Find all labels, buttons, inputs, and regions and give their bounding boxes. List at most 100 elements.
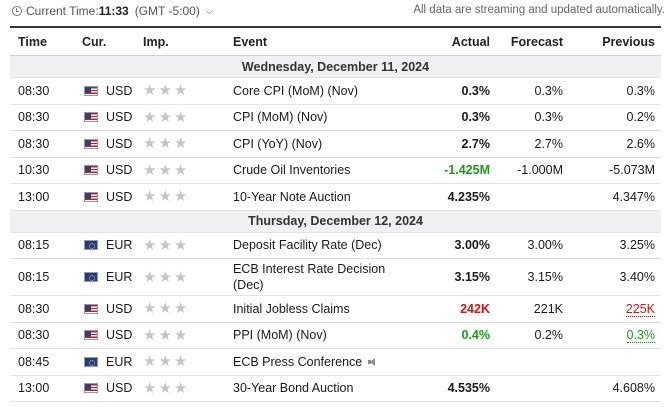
event-previous-cell: 0.2% <box>569 104 661 131</box>
table-row[interactable]: 08:30 USD ★ ★ ★ Initial Jobless Claims 242K 221… <box>10 295 661 323</box>
event-cell[interactable]: PPI (MoM) (Nov) <box>233 322 416 349</box>
table-row[interactable]: 08:15 EUR ★ ★ ★ ECB Interest Rate Decision (D… <box>10 258 661 296</box>
event-name[interactable]: 10-Year Note Auction <box>233 189 351 204</box>
event-cell[interactable]: Core CPI (MoM) (Nov) <box>233 77 416 105</box>
star-icon: ★ <box>158 300 172 318</box>
event-name[interactable]: Initial Jobless Claims <box>233 301 350 316</box>
event-currency: USD <box>106 328 133 343</box>
table-row[interactable]: 08:30 USD ★ ★ ★ Core CPI (MoM) (Nov) 0.3% 0.3% 0… <box>10 77 661 105</box>
event-name[interactable]: Deposit Facility Rate (Dec) <box>233 238 382 253</box>
event-currency: USD <box>106 83 133 98</box>
star-icon: ★ <box>158 135 172 153</box>
event-name[interactable]: CPI (YoY) (Nov) <box>233 136 323 151</box>
event-cell[interactable]: 30-Year Bond Auction <box>233 375 416 402</box>
table-row[interactable]: 13:00 USD ★ ★ ★ 10-Year Note Auction 4.235% 4.3… <box>10 183 661 211</box>
column-header-currency[interactable]: Cur. <box>78 26 143 56</box>
column-header-previous[interactable]: Previous <box>569 26 661 56</box>
star-icon: ★ <box>143 268 157 286</box>
event-actual: 2.7% <box>461 136 491 151</box>
event-importance: ★ ★ ★ <box>143 375 233 402</box>
chevron-down-icon[interactable]: ⌵ <box>205 5 213 16</box>
event-cell[interactable]: CPI (YoY) (Nov) <box>233 130 416 158</box>
star-icon: ★ <box>173 108 188 126</box>
star-icon: ★ <box>143 379 157 397</box>
event-forecast: 2.7% <box>496 130 569 158</box>
event-previous: 0.3% <box>626 83 656 98</box>
event-cell[interactable]: Deposit Facility Rate (Dec) <box>233 232 416 259</box>
eu-flag-icon <box>84 356 98 367</box>
event-actual: -1.425M <box>444 163 490 178</box>
event-importance: ★ ★ ★ <box>143 348 233 376</box>
event-actual: 0.3% <box>461 83 491 98</box>
column-header-importance[interactable]: Imp. <box>143 26 233 56</box>
day-header-row: Thursday, December 12, 2024 <box>10 210 661 233</box>
column-header-actual[interactable]: Actual <box>416 26 496 56</box>
event-time: 08:30 <box>10 77 78 105</box>
star-icon: ★ <box>143 236 157 254</box>
calendar-body: Wednesday, December 11, 2024 08:30 USD ★ ★ ★ C… <box>10 55 661 402</box>
event-forecast <box>496 375 569 402</box>
economic-calendar-table: Time Cur. Imp. Event Actual Forecast Pre… <box>10 26 661 402</box>
event-previous-cell: 0.3% <box>569 322 661 349</box>
table-row[interactable]: 08:30 USD ★ ★ ★ CPI (YoY) (Nov) 2.7% 2.7% 2.6% <box>10 130 661 158</box>
event-previous-cell: 3.25% <box>569 232 661 259</box>
table-row[interactable]: 13:00 USD ★ ★ ★ 30-Year Bond Auction 4.535% 4.6… <box>10 375 661 402</box>
current-time-label: Current Time: <box>26 4 99 18</box>
event-name[interactable]: Crude Oil Inventories <box>233 163 351 178</box>
us-flag-icon <box>84 165 98 176</box>
event-cell[interactable]: ECB Interest Rate Decision (Dec) <box>233 258 416 296</box>
event-importance: ★ ★ ★ <box>143 232 233 259</box>
star-icon: ★ <box>143 300 157 318</box>
event-cell[interactable]: ECB Press Conference <box>233 348 416 376</box>
table-row[interactable]: 08:30 USD ★ ★ ★ PPI (MoM) (Nov) 0.4% 0.2% 0.3% <box>10 322 661 349</box>
table-header: Time Cur. Imp. Event Actual Forecast Pre… <box>10 26 661 56</box>
event-previous-cell <box>569 348 661 376</box>
event-previous-cell: 4.608% <box>569 375 661 402</box>
day-header-row: Wednesday, December 11, 2024 <box>10 55 661 78</box>
timezone-value: (GMT -5:00) <box>134 4 200 18</box>
event-time: 08:30 <box>10 322 78 349</box>
event-name[interactable]: 30-Year Bond Auction <box>233 381 354 396</box>
event-forecast: 221K <box>496 295 569 323</box>
event-currency: USD <box>106 110 133 125</box>
event-name[interactable]: ECB Interest Rate Decision (Dec) <box>233 262 386 292</box>
event-previous: 2.6% <box>626 136 656 151</box>
event-importance: ★ ★ ★ <box>143 183 233 211</box>
event-currency-cell: USD <box>78 183 143 211</box>
column-header-forecast[interactable]: Forecast <box>496 26 569 56</box>
star-icon: ★ <box>143 353 157 371</box>
event-actual-cell: 3.00% <box>416 232 496 259</box>
event-time: 08:30 <box>10 104 78 131</box>
event-cell[interactable]: Crude Oil Inventories <box>233 157 416 184</box>
current-time-selector[interactable]: Current Time: 11:33 (GMT -5:00) ⌵ <box>12 4 213 18</box>
column-header-time[interactable]: Time <box>10 26 78 56</box>
event-name[interactable]: ECB Press Conference <box>233 354 363 369</box>
event-previous-cell: 4.347% <box>569 183 661 211</box>
event-actual: 4.235% <box>447 189 490 204</box>
event-name[interactable]: Core CPI (MoM) (Nov) <box>233 83 359 98</box>
table-row[interactable]: 10:30 USD ★ ★ ★ Crude Oil Inventories -1.425M -… <box>10 157 661 184</box>
streaming-note: All data are streaming and updated autom… <box>413 4 665 16</box>
star-icon: ★ <box>158 161 172 179</box>
event-forecast: 3.15% <box>496 258 569 296</box>
event-actual-cell: 0.3% <box>416 104 496 131</box>
us-flag-icon <box>84 85 98 96</box>
event-forecast <box>496 348 569 376</box>
event-cell[interactable]: Initial Jobless Claims <box>233 295 416 323</box>
table-row[interactable]: 08:45 EUR ★ ★ ★ ECB Press Conference <box>10 348 661 376</box>
event-name[interactable]: PPI (MoM) (Nov) <box>233 328 327 343</box>
star-icon: ★ <box>158 108 172 126</box>
current-time-value: 11:33 <box>98 4 129 18</box>
event-cell[interactable]: 10-Year Note Auction <box>233 183 416 211</box>
event-currency: USD <box>106 381 133 396</box>
star-icon: ★ <box>173 161 188 179</box>
event-time: 08:45 <box>10 348 78 376</box>
event-previous: -5.073M <box>609 163 655 178</box>
event-cell[interactable]: CPI (MoM) (Nov) <box>233 104 416 131</box>
event-name[interactable]: CPI (MoM) (Nov) <box>233 110 328 125</box>
event-time: 08:15 <box>10 258 78 296</box>
event-actual: 3.00% <box>454 238 490 253</box>
table-row[interactable]: 08:30 USD ★ ★ ★ CPI (MoM) (Nov) 0.3% 0.3% 0.2% <box>10 104 661 131</box>
column-header-event[interactable]: Event <box>233 26 416 56</box>
table-row[interactable]: 08:15 EUR ★ ★ ★ Deposit Facility Rate (Dec) 3.… <box>10 232 661 259</box>
